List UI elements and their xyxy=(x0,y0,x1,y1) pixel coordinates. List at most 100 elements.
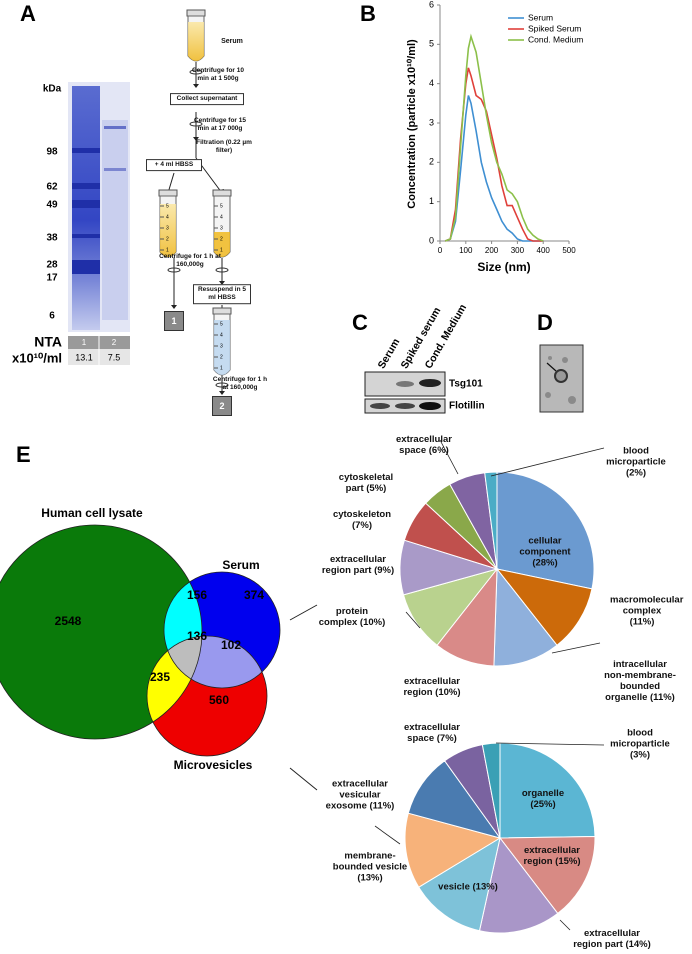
leader-line xyxy=(374,825,401,845)
tube-cap xyxy=(158,189,178,197)
pie-slice xyxy=(484,471,498,570)
workflow-box: Collect supernatant xyxy=(170,93,244,105)
venn-count: 2548 xyxy=(55,614,82,628)
leader-line xyxy=(439,439,459,475)
nta-lane: 2 xyxy=(112,338,117,347)
pie-label: extracellular region (15%) xyxy=(523,845,581,867)
tube-scale: 4 xyxy=(220,332,223,338)
y-tick-label: 3 xyxy=(429,117,434,127)
pie-label: extracellular vesicular exosome (11%) xyxy=(325,778,395,812)
pie-label: blood microparticle (2%) xyxy=(606,445,666,479)
pie-slice xyxy=(478,836,559,934)
workflow-step: Centrifuge for 1 h at 160,000g xyxy=(212,376,268,391)
tube-scale: 3 xyxy=(220,225,223,231)
x-tick-label: 300 xyxy=(511,246,525,255)
pie-label: protein complex (10%) xyxy=(318,606,386,628)
tube-liquid xyxy=(188,22,204,61)
legend-label: Spiked Serum xyxy=(528,23,581,33)
workflow-step: Filtration (0.22 µm filter) xyxy=(196,139,252,154)
nta-value: 13.1 xyxy=(75,352,93,362)
series-line xyxy=(444,33,544,242)
pie-label: intracellular non-membrane-bounded organ… xyxy=(604,659,676,703)
venn-region xyxy=(164,636,202,688)
panel-letter: B xyxy=(360,1,376,26)
y-axis-label: Concentration (particle x10¹⁰/ml) xyxy=(406,39,418,209)
gel-bands xyxy=(72,126,126,274)
leader-line xyxy=(495,742,605,746)
legend-label: Cond. Medium xyxy=(528,34,583,44)
x-tick-label: 100 xyxy=(459,246,473,255)
pie-slice xyxy=(498,836,596,915)
pie-label: cellular component (28%) xyxy=(519,535,571,569)
gel-lane xyxy=(102,120,128,320)
tube-scale: 2 xyxy=(220,354,223,360)
gel-unit: kDa xyxy=(43,84,62,95)
pie-label: extracellular space (7%) xyxy=(404,722,460,744)
x-tick-label: 0 xyxy=(438,246,443,255)
y-tick-label: 6 xyxy=(429,0,434,9)
nta-label: NTA xyxy=(34,334,62,350)
pie-slice xyxy=(407,760,502,839)
venn-count: 374 xyxy=(244,588,264,602)
workflow-start: Serum xyxy=(221,37,243,45)
panel-letter: C xyxy=(352,310,368,335)
pie-label: extracellular region part (14%) xyxy=(573,928,651,950)
tube-scale: 5 xyxy=(220,321,223,327)
tube-scale: 1 xyxy=(166,247,169,253)
workflow-output: 2 xyxy=(212,396,232,416)
gel-marker: 38 xyxy=(46,233,58,244)
pie-label: extracellular space (6%) xyxy=(396,434,452,456)
workflow-step: Centrifuge for 10 min at 1 500g xyxy=(191,67,244,82)
tube-cap xyxy=(212,307,232,315)
nta-value: 7.5 xyxy=(108,352,121,362)
series-line xyxy=(444,95,544,242)
x-axis-label: Size (nm) xyxy=(477,260,530,274)
leader-line xyxy=(551,642,601,654)
workflow-step: Centrifuge for 1 h at 160,000g xyxy=(159,253,221,268)
venn-count: 560 xyxy=(209,693,229,707)
y-tick-label: 4 xyxy=(429,78,434,88)
pie-label: organelle (25%) xyxy=(521,788,565,810)
x-tick-label: 200 xyxy=(485,246,499,255)
leader-line xyxy=(559,919,571,931)
gel-marker: 28 xyxy=(46,260,58,271)
venn-set-label: Serum xyxy=(222,558,259,572)
nta-lane: 1 xyxy=(82,338,87,347)
connector xyxy=(289,604,318,621)
spin-icons xyxy=(167,69,229,388)
pie-label: cytoskeleton (7%) xyxy=(332,509,392,531)
blot-protein: Tsg101 xyxy=(449,379,483,390)
gel-marker: 6 xyxy=(49,311,55,322)
panel-letter: D xyxy=(537,310,553,335)
venn-count: 235 xyxy=(150,670,170,684)
pie-slice xyxy=(499,742,596,839)
x-tick-label: 500 xyxy=(562,246,576,255)
pie-label: extracellular region part (9%) xyxy=(321,554,395,576)
tube-scale: 1 xyxy=(220,247,223,253)
workflow-output: 1 xyxy=(164,311,184,331)
pie-label: membrane-bounded vesicle (13%) xyxy=(332,850,408,884)
gel-marker: 49 xyxy=(46,200,58,211)
venn-set-label: Human cell lysate xyxy=(41,506,143,520)
x-tick-label: 400 xyxy=(537,246,551,255)
gel-marker: 17 xyxy=(46,273,58,284)
tube-cap xyxy=(186,9,206,17)
panel-letter: A xyxy=(20,1,36,26)
leader-line xyxy=(405,611,421,629)
venn xyxy=(0,524,281,757)
workflow-box: + 4 ml HBSS xyxy=(146,159,202,171)
tube-scale: 5 xyxy=(220,203,223,209)
workflow-step: Centrifuge for 15 min at 17 000g xyxy=(193,117,246,132)
venn-set-label: Microvesicles xyxy=(174,758,253,772)
em-texture xyxy=(545,356,576,404)
tube-scale: 4 xyxy=(220,214,223,220)
y-tick-label: 2 xyxy=(429,157,434,167)
tube-cap xyxy=(212,189,232,197)
pie-label: macromolecular complex (11%) xyxy=(610,594,684,628)
tube-liquid xyxy=(214,232,230,257)
vesicle xyxy=(554,369,568,383)
em-arrow xyxy=(546,362,557,372)
legend-label: Serum xyxy=(528,12,553,22)
tube-scale: 5 xyxy=(166,203,169,209)
